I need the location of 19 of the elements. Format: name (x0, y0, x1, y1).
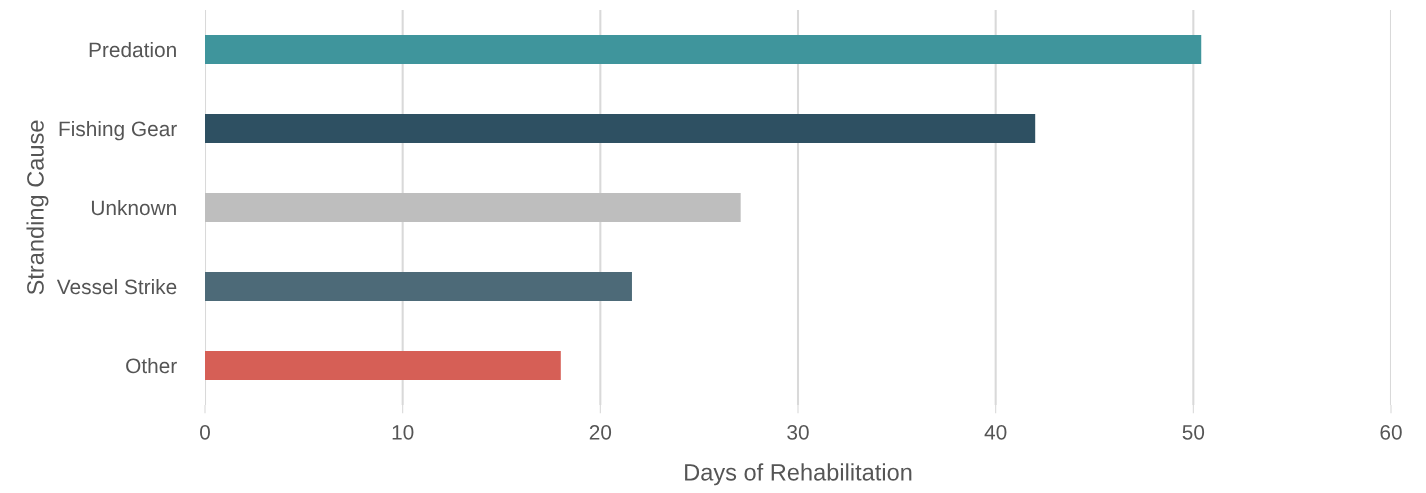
bar (205, 271, 632, 302)
y-tick-label: Fishing Gear (59, 120, 177, 141)
x-tick-label: 50 (1182, 424, 1205, 440)
x-tick-label: 30 (787, 424, 809, 440)
x-tick-label: 10 (392, 424, 414, 440)
bar (205, 113, 1036, 144)
bar (205, 192, 741, 223)
bar (205, 350, 561, 381)
x-tick-label: 0 (200, 424, 210, 440)
y-axis-title: Stranding Cause (26, 120, 49, 295)
y-tick-label: Predation (89, 41, 176, 58)
y-tick-label: Other (126, 357, 177, 374)
x-tick-label: 20 (589, 424, 612, 440)
x-axis-title: Days of Rehabilitation (685, 463, 912, 486)
y-tick-label: Vessel Strike (56, 278, 177, 295)
bar (205, 34, 1202, 65)
y-tick-label: Unknown (91, 199, 176, 216)
x-tick-label: 60 (1380, 424, 1402, 440)
x-tick-label: 40 (984, 424, 1007, 440)
